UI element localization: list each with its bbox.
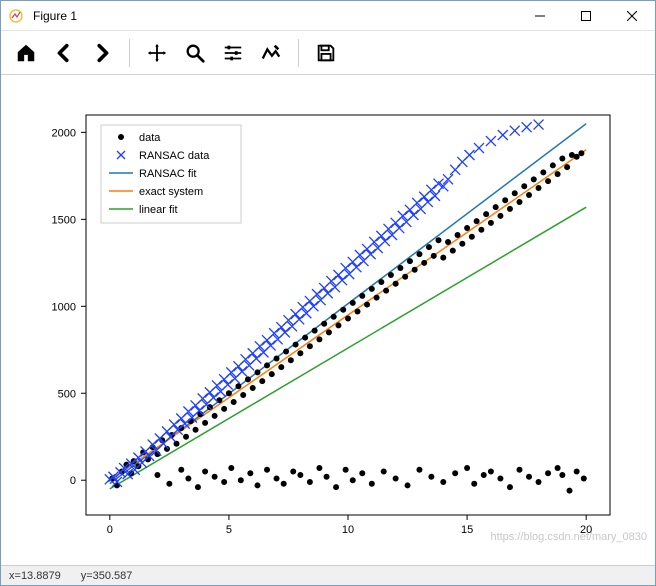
status-y-value: 350.587 [93,570,133,582]
maximize-button[interactable] [563,1,609,31]
svg-text:RANSAC data: RANSAC data [139,150,210,162]
configure-button[interactable] [216,36,250,70]
figure-window: Figure 1 0 5 10 15 20 0 500 1000 1500 2000 data RAN… [0,0,656,586]
window-title: Figure 1 [31,9,517,23]
svg-text:500: 500 [58,388,76,400]
toolbar [1,31,655,75]
home-button[interactable] [9,36,43,70]
svg-text:15: 15 [461,524,473,536]
svg-text:exact system: exact system [139,186,203,198]
svg-text:RANSAC fit: RANSAC fit [139,168,196,180]
status-x-label: x= [9,570,21,582]
titlebar: Figure 1 [1,1,655,31]
status-x-value: 13.8879 [21,570,61,582]
edit-button[interactable] [254,36,288,70]
zoom-button[interactable] [178,36,212,70]
svg-text:2000: 2000 [52,127,76,139]
close-button[interactable] [609,1,655,31]
svg-text:0: 0 [70,475,76,487]
svg-text:data: data [139,132,161,144]
svg-text:0: 0 [107,524,113,536]
svg-text:1000: 1000 [52,301,76,313]
plot-area[interactable]: 0 5 10 15 20 0 500 1000 1500 2000 data RANSAC data R… [1,75,655,565]
svg-text:20: 20 [580,524,592,536]
minimize-button[interactable] [517,1,563,31]
forward-button[interactable] [85,36,119,70]
back-button[interactable] [47,36,81,70]
status-y-label: y= [81,570,93,582]
chart-svg: 0 5 10 15 20 0 500 1000 1500 2000 data RANSAC data R… [1,75,655,565]
svg-text:1500: 1500 [52,214,76,226]
save-button[interactable] [309,36,343,70]
toolbar-separator [129,39,130,67]
statusbar: x=13.8879 y=350.587 [1,565,655,585]
svg-text:10: 10 [342,524,354,536]
app-icon [7,7,25,25]
pan-button[interactable] [140,36,174,70]
svg-text:linear fit: linear fit [139,204,178,216]
toolbar-separator [298,39,299,67]
svg-text:5: 5 [226,524,232,536]
